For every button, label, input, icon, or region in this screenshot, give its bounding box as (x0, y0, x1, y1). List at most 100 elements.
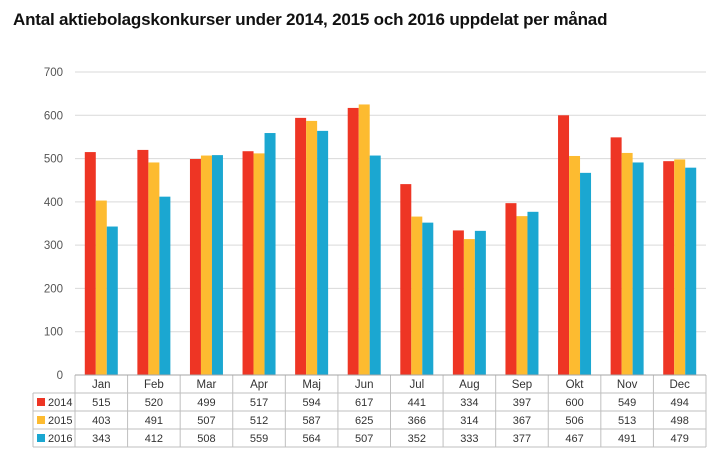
x-tick-label: Mar (197, 379, 217, 391)
data-label: 494 (671, 397, 689, 409)
bar-2016-Dec (685, 167, 697, 375)
bar-2016-Nov (632, 162, 644, 375)
data-label: 334 (460, 397, 478, 409)
data-label: 549 (618, 397, 636, 409)
x-tick-label: Jul (409, 379, 424, 391)
x-tick-label: Sep (512, 379, 532, 391)
bar-2015-Nov (621, 152, 633, 375)
data-label: 515 (92, 397, 110, 409)
x-tick-label: Maj (302, 379, 321, 391)
y-tick-label: 700 (44, 67, 63, 79)
legend-swatch-2015 (37, 416, 45, 424)
bar-2014-Jan (84, 152, 96, 375)
data-label: 491 (145, 415, 163, 427)
data-label: 352 (408, 433, 426, 445)
bar-2014-Aug (452, 230, 464, 375)
data-label: 366 (408, 415, 426, 427)
y-tick-label: 200 (44, 283, 63, 295)
bar-2014-Okt (558, 115, 570, 376)
x-tick-label: Jun (355, 379, 374, 391)
data-label: 507 (197, 415, 215, 427)
bar-2014-Mar (189, 159, 201, 375)
bar-2016-Mar (211, 155, 223, 375)
x-tick-label: Feb (144, 379, 164, 391)
y-tick-label: 0 (57, 370, 63, 382)
bar-2015-Aug (463, 239, 475, 375)
data-label: 600 (565, 397, 583, 409)
bar-2015-Maj (306, 120, 318, 375)
bar-2015-Okt (569, 155, 581, 375)
bar-2015-Dec (674, 159, 686, 375)
y-tick-label: 100 (44, 327, 63, 339)
data-label: 467 (565, 433, 583, 445)
bar-2016-Feb (159, 196, 171, 375)
data-label: 441 (408, 397, 426, 409)
data-label: 617 (355, 397, 373, 409)
chart-title: Antal aktiebolagskonkurser under 2014, 2… (13, 10, 608, 29)
data-label: 412 (145, 433, 163, 445)
data-label: 314 (460, 415, 478, 427)
x-tick-label: Nov (617, 379, 638, 391)
bar-2014-Maj (295, 117, 307, 375)
data-label: 367 (513, 415, 531, 427)
x-tick-label: Apr (250, 379, 268, 391)
data-label: 507 (355, 433, 373, 445)
data-label: 377 (513, 433, 531, 445)
bar-2016-Aug (474, 230, 486, 375)
legend-swatch-2016 (37, 434, 45, 442)
bar-2015-Jan (95, 200, 107, 375)
legend-label-2015: 2015 (48, 415, 72, 427)
bar-2014-Apr (242, 151, 254, 375)
y-tick-label: 300 (44, 240, 63, 252)
bar-2015-Jun (358, 104, 370, 375)
bar-2015-Mar (200, 155, 212, 375)
x-tick-label: Jan (92, 379, 111, 391)
y-tick-label: 500 (44, 154, 63, 166)
data-label: 520 (145, 397, 163, 409)
bar-2015-Jul (411, 216, 423, 375)
data-label: 479 (671, 433, 689, 445)
x-tick-label: Aug (459, 379, 479, 391)
bar-2016-Sep (527, 211, 539, 375)
data-label: 559 (250, 433, 268, 445)
legend-label-2014: 2014 (48, 397, 72, 409)
bar-2014-Jul (400, 184, 412, 375)
bar-2015-Feb (148, 162, 160, 375)
bar-2016-Maj (317, 130, 329, 375)
data-label: 499 (197, 397, 215, 409)
data-label: 594 (302, 397, 320, 409)
bar-2014-Feb (137, 149, 149, 375)
x-tick-label: Okt (566, 379, 585, 391)
data-label: 625 (355, 415, 373, 427)
bar-2016-Jul (422, 222, 434, 375)
x-tick-label: Dec (669, 379, 690, 391)
legend-label-2016: 2016 (48, 433, 72, 445)
bar-2014-Jun (347, 107, 359, 376)
data-label: 333 (460, 433, 478, 445)
legend-swatch-2014 (37, 398, 45, 406)
data-label: 508 (197, 433, 215, 445)
data-label: 397 (513, 397, 531, 409)
data-label: 491 (618, 433, 636, 445)
bar-2016-Apr (264, 133, 276, 375)
bar-2016-Jan (106, 226, 118, 375)
data-label: 517 (250, 397, 268, 409)
data-label: 403 (92, 415, 110, 427)
bar-2014-Sep (505, 203, 517, 375)
bar-2015-Sep (516, 216, 528, 375)
data-label: 343 (92, 433, 110, 445)
data-label: 506 (565, 415, 583, 427)
y-tick-label: 400 (44, 197, 63, 209)
bar-2014-Nov (610, 137, 622, 375)
data-label: 512 (250, 415, 268, 427)
bar-2015-Apr (253, 153, 265, 375)
bar-2016-Okt (580, 172, 592, 375)
data-label: 498 (671, 415, 689, 427)
data-label: 513 (618, 415, 636, 427)
bar-2016-Jun (369, 155, 381, 375)
bar-2014-Dec (663, 161, 675, 375)
y-tick-label: 600 (44, 110, 63, 122)
data-label: 564 (302, 433, 320, 445)
data-label: 587 (302, 415, 320, 427)
